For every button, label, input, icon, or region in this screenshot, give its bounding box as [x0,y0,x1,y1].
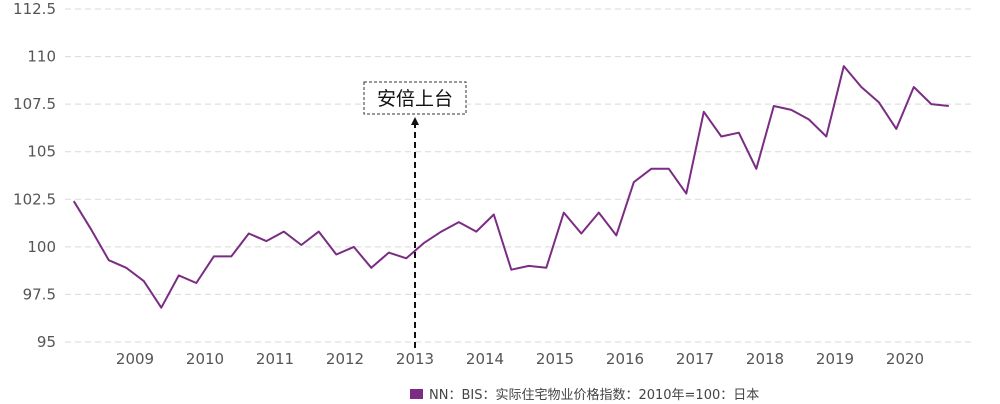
annotation-box [363,81,467,115]
y-tick-label: 100 [27,238,56,256]
legend-label: NN：BIS：实际住宅物业价格指数：2010年=100：日本 [429,388,760,403]
y-axis: 95 97.5 100 102.5 105 107.5 110 112.5 [13,0,56,351]
x-tick-label: 2020 [886,350,924,368]
x-tick-label: 2011 [256,350,294,368]
x-tick-label: 2019 [816,350,854,368]
grid-lines [65,8,975,343]
annotation-label: 安倍上台 [377,88,453,110]
y-tick-label: 97.5 [23,285,56,303]
x-tick-label: 2018 [746,350,784,368]
y-tick-label: 102.5 [13,190,56,208]
x-tick-label: 2009 [116,350,154,368]
y-tick-label: 107.5 [13,95,56,113]
x-tick-label: 2010 [186,350,224,368]
legend: NN：BIS：实际住宅物业价格指数：2010年=100：日本 [410,384,759,403]
x-tick-label: 2014 [466,350,504,368]
y-tick-label: 95 [37,333,56,351]
x-tick-label: 2013 [396,350,434,368]
x-tick-label: 2016 [606,350,644,368]
y-tick-label: 112.5 [13,0,56,18]
x-tick-label: 2012 [326,350,364,368]
x-axis: 2009 2010 2011 2012 2013 2014 2015 2016 2017 2018… [116,350,924,368]
series-layer [72,65,949,309]
annotation-arrowhead [411,117,419,125]
series-line [72,65,949,309]
x-tick-label: 2017 [676,350,714,368]
x-tick-label: 2015 [536,350,574,368]
legend-swatch [410,388,423,399]
y-tick-label: 110 [27,48,56,66]
annotation: 安倍上台 [363,81,467,348]
y-tick-label: 105 [27,143,56,161]
